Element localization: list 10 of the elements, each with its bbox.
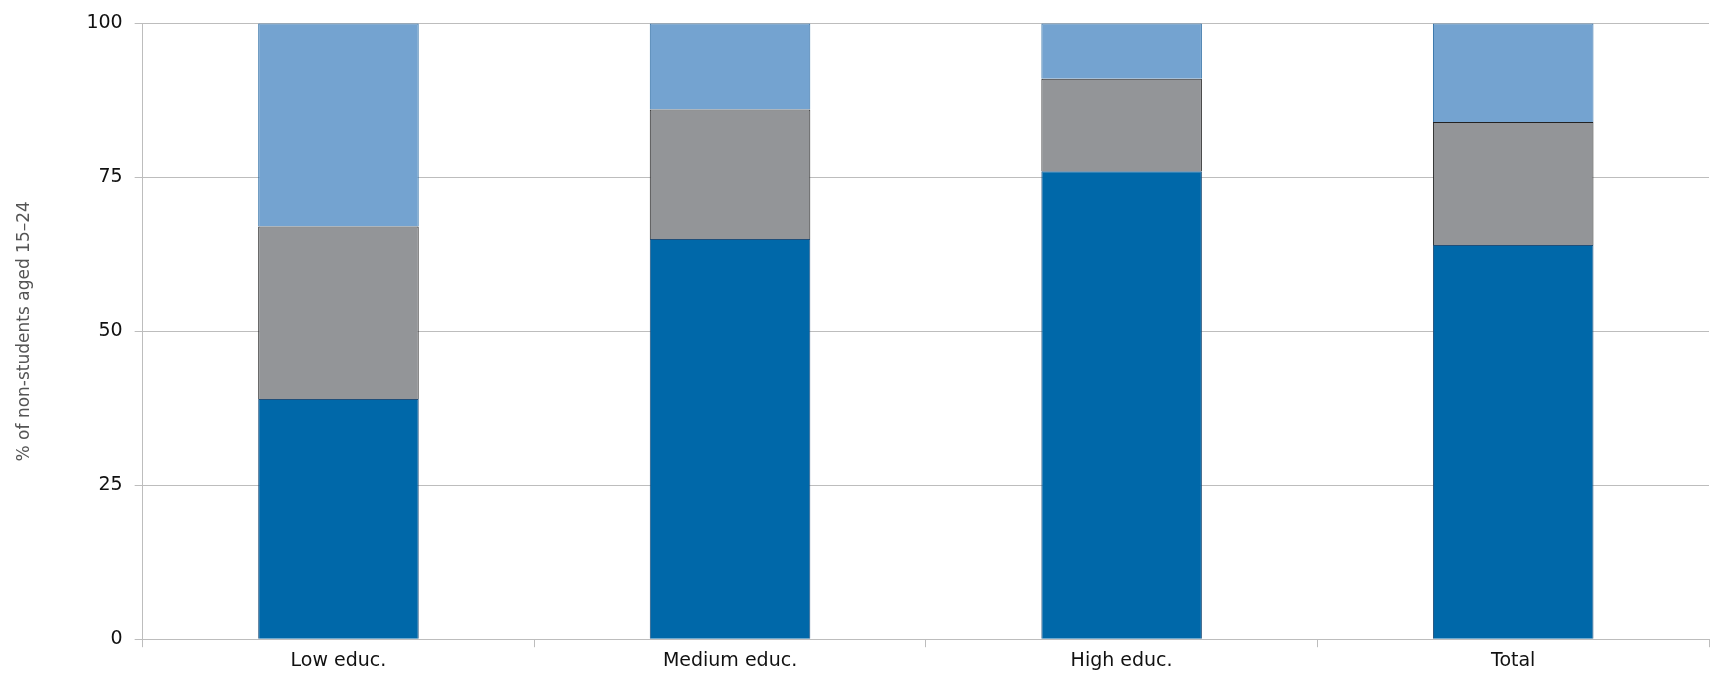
y-axis-title: % of non-students aged 15–24 xyxy=(12,201,33,462)
y-tick-label: 75 xyxy=(98,164,123,187)
y-tick-label: 50 xyxy=(98,318,123,341)
x-tick-label: Medium educ. xyxy=(662,647,798,670)
y-tick-label: 25 xyxy=(98,472,123,495)
x-tick-label: High educ. xyxy=(1070,647,1173,670)
y-tick-label: 0 xyxy=(110,626,123,649)
y-tick-label: 100 xyxy=(86,10,123,33)
x-tick-label: Low educ. xyxy=(290,647,387,670)
x-tick-label: Total xyxy=(1490,647,1536,670)
